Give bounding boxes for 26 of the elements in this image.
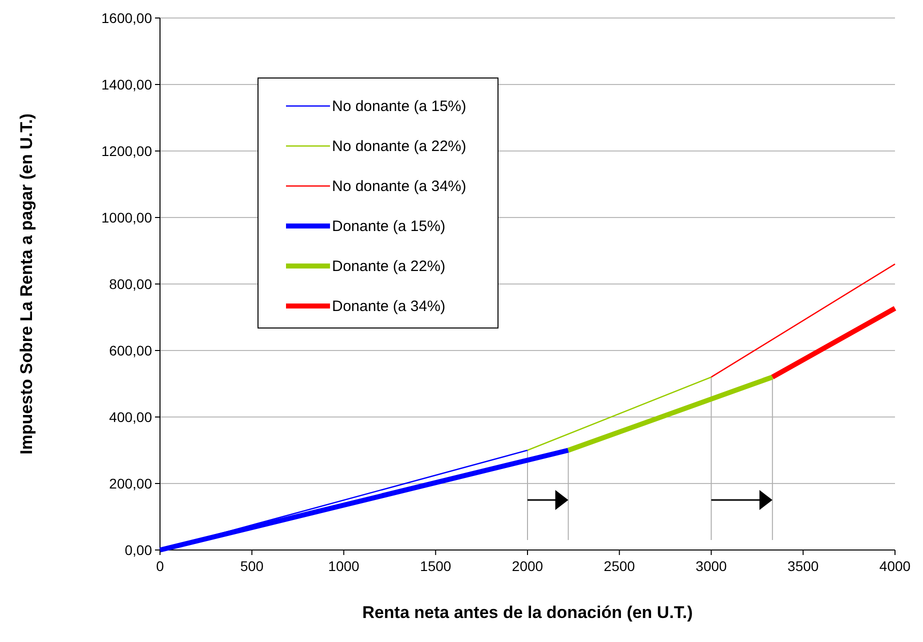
legend-label: Donante (a 22%) bbox=[332, 258, 446, 275]
x-tick-label: 4000 bbox=[879, 558, 911, 574]
x-tick-label: 3500 bbox=[788, 558, 819, 574]
y-tick-label: 200,00 bbox=[109, 476, 152, 492]
legend-label: No donante (a 15%) bbox=[332, 98, 466, 115]
x-tick-label: 3000 bbox=[696, 558, 728, 574]
x-tick-label: 2000 bbox=[512, 558, 544, 574]
legend-label: No donante (a 22%) bbox=[332, 138, 466, 155]
y-tick-label: 0,00 bbox=[124, 542, 152, 558]
y-tick-label: 600,00 bbox=[109, 342, 152, 358]
y-tick-label: 1000,00 bbox=[101, 210, 152, 226]
legend-label: Donante (a 15%) bbox=[332, 218, 446, 235]
x-tick-label: 2500 bbox=[604, 558, 636, 574]
y-tick-label: 1600,00 bbox=[101, 10, 152, 26]
legend-label: Donante (a 34%) bbox=[332, 298, 446, 315]
x-tick-label: 1000 bbox=[328, 558, 360, 574]
y-tick-label: 1400,00 bbox=[101, 76, 152, 92]
x-tick-label: 500 bbox=[240, 558, 264, 574]
y-tick-label: 400,00 bbox=[109, 409, 152, 425]
y-tick-label: 1200,00 bbox=[101, 143, 152, 159]
y-axis-title: Impuesto Sobre La Renta a pagar (en U.T.) bbox=[17, 113, 36, 455]
x-tick-label: 0 bbox=[156, 558, 164, 574]
x-tick-label: 1500 bbox=[420, 558, 452, 574]
y-tick-label: 800,00 bbox=[109, 276, 152, 292]
x-axis-title: Renta neta antes de la donación (en U.T.) bbox=[362, 603, 693, 622]
legend-label: No donante (a 34%) bbox=[332, 178, 466, 195]
